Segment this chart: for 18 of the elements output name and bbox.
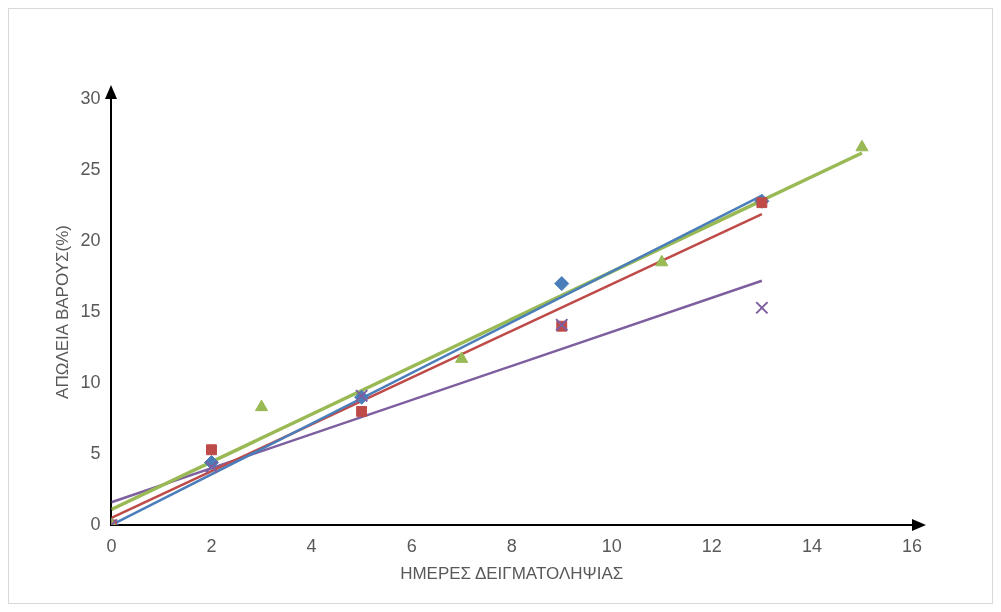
y-tick-label: 20	[80, 229, 101, 250]
x-tick-label: 14	[801, 535, 822, 556]
x-tick-label: 2	[206, 535, 217, 556]
y-tick-label: 5	[90, 442, 101, 463]
y-axis-title: ΑΠΩΛΕΙΑ ΒΑΡΟΥΣ(%)	[52, 225, 72, 399]
y-tick-label: 15	[80, 300, 101, 321]
y-tick-label: 25	[80, 158, 101, 179]
x-tick-label: 10	[601, 535, 622, 556]
x-tick-label: 12	[701, 535, 722, 556]
x-axis-title: ΗΜΕΡΕΣ ΔΕΙΓΜΑΤΟΛΗΨΙΑΣ	[400, 564, 624, 584]
x-tick-label: 16	[901, 535, 923, 556]
y-tick-label: 30	[80, 87, 101, 108]
x-tick-label: 0	[106, 535, 117, 556]
y-tick-label: 0	[90, 513, 101, 534]
y-tick-label: 10	[80, 371, 101, 392]
x-tick-label: 6	[406, 535, 417, 556]
x-tick-label: 4	[306, 535, 317, 556]
x-tick-label: 8	[506, 535, 517, 556]
